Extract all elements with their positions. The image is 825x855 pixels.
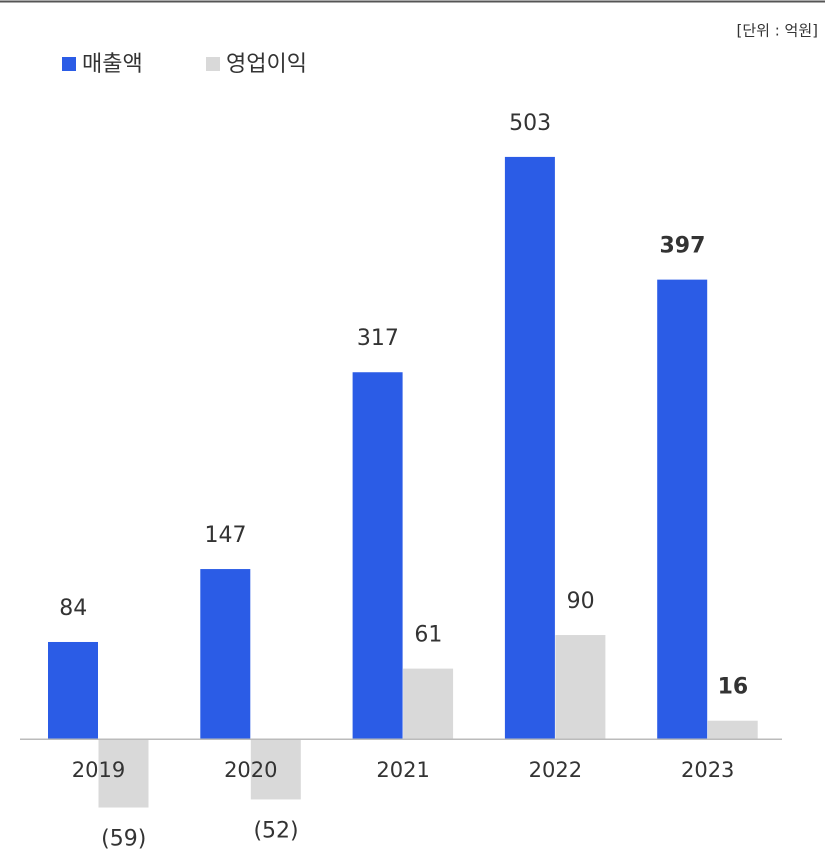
value-label: 317	[357, 326, 399, 351]
bar	[352, 372, 403, 740]
bar	[504, 156, 555, 740]
x-tick-label: 2023	[681, 758, 734, 782]
value-label: 16	[718, 675, 749, 700]
value-label: 61	[414, 623, 442, 648]
unit-label: [단위 : 억원]	[737, 22, 819, 40]
bar	[555, 635, 606, 740]
bar	[403, 668, 454, 740]
value-label: 147	[205, 523, 247, 548]
x-tick-label: 2022	[529, 758, 582, 782]
x-tick-label: 2019	[72, 758, 125, 782]
x-tick-label: 2020	[224, 758, 277, 782]
bar	[250, 739, 301, 800]
bar	[200, 569, 251, 740]
legend-label: 매출액	[82, 52, 143, 77]
bar	[98, 739, 149, 808]
legend-swatch	[206, 57, 220, 71]
value-label: 503	[509, 111, 551, 136]
legend-label: 영업이익	[226, 52, 307, 77]
value-label: 397	[659, 234, 705, 259]
value-label: (52)	[253, 818, 298, 843]
value-label: 84	[59, 596, 87, 621]
bar	[48, 641, 98, 740]
legend-swatch	[62, 57, 76, 71]
value-label: (59)	[101, 827, 146, 852]
bar	[657, 279, 708, 740]
x-tick-label: 2021	[376, 758, 429, 782]
bar	[707, 720, 758, 740]
value-label: 90	[567, 589, 595, 614]
